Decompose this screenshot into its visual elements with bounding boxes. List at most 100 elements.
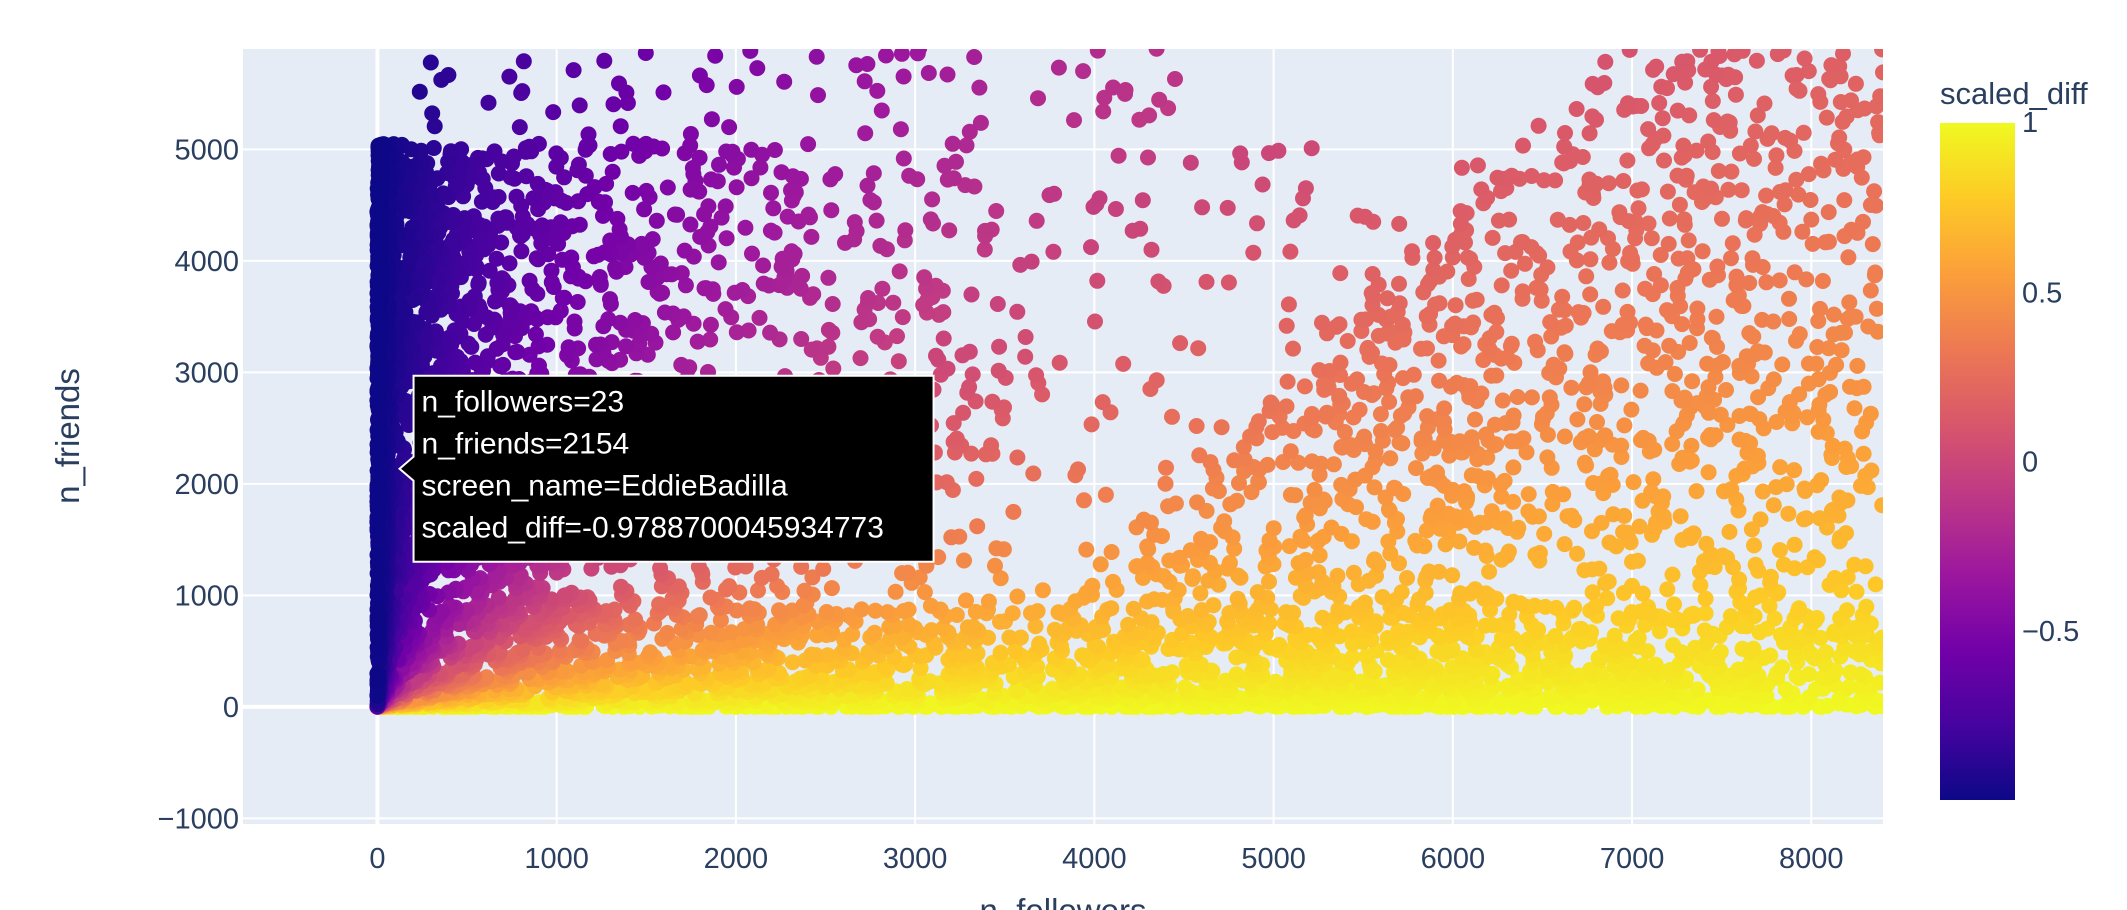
scatter-point[interactable] <box>890 353 907 370</box>
scatter-point[interactable] <box>1836 640 1853 656</box>
scatter-point[interactable] <box>987 557 1003 574</box>
scatter-point[interactable] <box>1297 551 1314 568</box>
scatter-point[interactable] <box>728 324 745 341</box>
scatter-point[interactable] <box>1339 333 1356 349</box>
scatter-point[interactable] <box>1530 117 1547 134</box>
scatter-point[interactable] <box>1836 440 1853 457</box>
scatter-point[interactable] <box>1190 340 1207 357</box>
scatter-point[interactable] <box>869 328 886 345</box>
scatter-point[interactable] <box>1569 545 1586 562</box>
scatter-point[interactable] <box>1593 514 1610 531</box>
scatter-point[interactable] <box>1615 173 1632 189</box>
scatter-point[interactable] <box>1646 266 1663 282</box>
scatter-point[interactable] <box>1265 520 1282 537</box>
scatter-point[interactable] <box>1660 235 1677 252</box>
scatter-point[interactable] <box>1291 207 1308 224</box>
scatter-point[interactable] <box>885 294 902 311</box>
scatter-point[interactable] <box>1407 532 1424 549</box>
scatter-point[interactable] <box>1762 647 1779 664</box>
scatter-point[interactable] <box>1373 423 1389 439</box>
scatter-point[interactable] <box>1531 544 1548 561</box>
scatter-point[interactable] <box>1862 405 1879 422</box>
scatter-point[interactable] <box>1619 95 1636 112</box>
scatter-point[interactable] <box>1419 408 1436 425</box>
scatter-point[interactable] <box>1704 93 1721 109</box>
scatter-point[interactable] <box>684 160 701 176</box>
scatter-point[interactable] <box>1105 79 1122 96</box>
scatter-point[interactable] <box>560 339 577 356</box>
scatter-point[interactable] <box>1645 471 1662 488</box>
scatter-point[interactable] <box>487 293 503 310</box>
scatter-point[interactable] <box>1812 300 1828 317</box>
scatter-point[interactable] <box>1723 250 1739 267</box>
scatter-point[interactable] <box>1781 290 1797 307</box>
scatter-point[interactable] <box>857 125 874 142</box>
scatter-point[interactable] <box>1778 476 1795 493</box>
scatter-point[interactable] <box>1697 590 1714 607</box>
scatter-point[interactable] <box>1582 286 1599 303</box>
scatter-point[interactable] <box>1143 241 1160 258</box>
scatter-point[interactable] <box>824 296 841 312</box>
scatter-point[interactable] <box>1050 59 1067 76</box>
scatter-point[interactable] <box>1463 429 1480 446</box>
scatter-point[interactable] <box>776 73 793 90</box>
scatter-point[interactable] <box>1775 556 1792 573</box>
scatter-point[interactable] <box>1134 192 1151 209</box>
scatter-point[interactable] <box>1811 510 1828 527</box>
scatter-point[interactable] <box>872 237 889 254</box>
scatter-point[interactable] <box>1589 340 1606 357</box>
scatter-point[interactable] <box>912 660 929 677</box>
scatter-point[interactable] <box>944 135 961 152</box>
scatter-point[interactable] <box>1659 302 1675 319</box>
scatter-point[interactable] <box>1259 456 1276 473</box>
scatter-point[interactable] <box>1297 180 1314 197</box>
scatter-point[interactable] <box>1515 137 1531 154</box>
scatter-point[interactable] <box>891 263 908 280</box>
scatter-point[interactable] <box>1657 354 1674 371</box>
scatter-point[interactable] <box>624 184 641 201</box>
scatter-point[interactable] <box>1576 454 1593 471</box>
scatter-point[interactable] <box>1245 244 1262 261</box>
scatter-point[interactable] <box>1314 314 1330 331</box>
scatter-point[interactable] <box>611 75 627 92</box>
scatter-point[interactable] <box>1622 654 1638 671</box>
scatter-point[interactable] <box>1694 243 1711 260</box>
scatter-point[interactable] <box>867 602 884 619</box>
scatter-point[interactable] <box>1487 416 1503 433</box>
scatter-point[interactable] <box>1314 609 1331 626</box>
scatter-point[interactable] <box>676 242 693 259</box>
scatter-point[interactable] <box>1331 316 1348 333</box>
scatter-point[interactable] <box>1076 492 1092 509</box>
scatter-point[interactable] <box>602 291 618 308</box>
scatter-point[interactable] <box>1261 573 1277 590</box>
scatter-point[interactable] <box>1651 623 1668 640</box>
scatter-point[interactable] <box>1107 201 1124 217</box>
scatter-point[interactable] <box>1028 212 1045 229</box>
scatter-point[interactable] <box>1643 230 1660 247</box>
scatter-point[interactable] <box>1520 486 1537 503</box>
scatter-point[interactable] <box>1473 181 1490 198</box>
scatter-point[interactable] <box>702 316 719 333</box>
scatter-point[interactable] <box>887 583 904 600</box>
scatter-point[interactable] <box>501 68 518 85</box>
scatter-point[interactable] <box>1841 678 1858 695</box>
scatter-point[interactable] <box>1674 449 1691 466</box>
scatter-point[interactable] <box>783 182 799 199</box>
scatter-point[interactable] <box>966 49 983 65</box>
scatter-point[interactable] <box>1046 621 1063 638</box>
scatter-point[interactable] <box>762 222 779 239</box>
scatter-point[interactable] <box>1343 623 1360 640</box>
scatter-point[interactable] <box>920 65 937 81</box>
scatter-point[interactable] <box>1333 476 1350 493</box>
scatter-point[interactable] <box>1763 125 1780 142</box>
scatter-point[interactable] <box>948 430 965 447</box>
scatter-point[interactable] <box>1684 373 1701 390</box>
scatter-point[interactable] <box>659 625 676 641</box>
scatter-point[interactable] <box>1303 140 1320 157</box>
scatter-point[interactable] <box>1426 249 1443 266</box>
scatter-point[interactable] <box>1855 378 1872 395</box>
scatter-point[interactable] <box>983 437 1000 454</box>
scatter-point[interactable] <box>1746 150 1762 167</box>
scatter-point[interactable] <box>922 211 939 228</box>
scatter-point[interactable] <box>1120 616 1137 633</box>
